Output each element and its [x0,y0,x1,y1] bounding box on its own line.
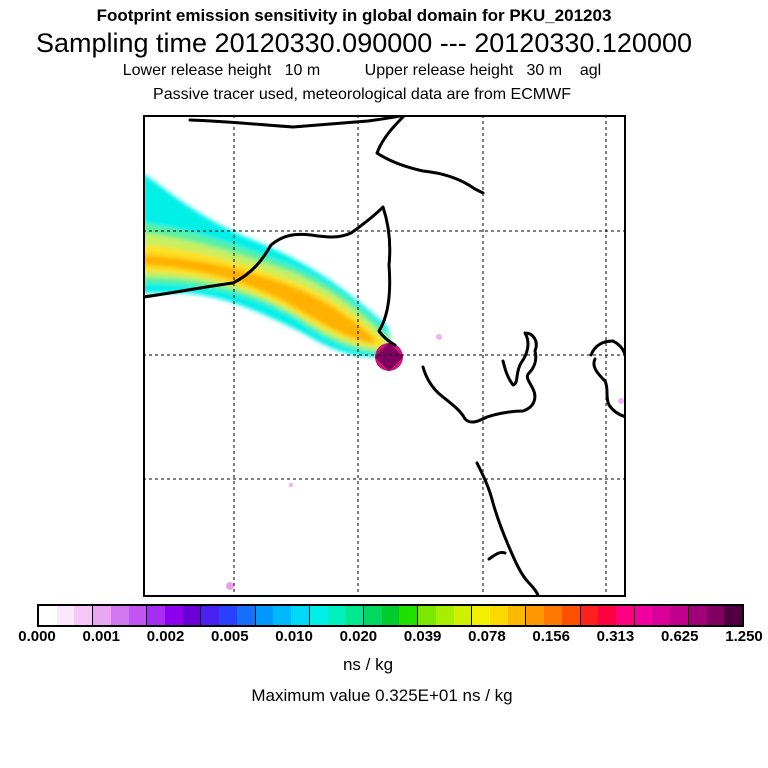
speckle-1 [436,334,442,340]
colorbar-segment [327,606,346,625]
units-label: ns / kg [342,655,394,674]
colorbar-segment [236,606,256,625]
colorbar-segment [363,606,382,625]
colorbar-segment [345,606,364,625]
colorbar-segment [688,606,707,625]
plume-band-core [143,255,375,343]
release-height: Lower release height 10 m Upper release … [122,62,602,79]
tracer-info: Passive tracer used, meteorological data… [153,86,571,103]
colorbar-segment [381,606,400,625]
colorbar-segment [418,606,436,625]
speckle-3 [226,582,234,590]
colorbar-segment [110,606,129,625]
colorbar-segment [147,606,166,625]
colorbar-ticks: 0.000 0.001 0.002 0.005 0.010 0.020 0.039 0.078… [0,628,768,648]
coast-south [475,461,541,597]
colorbar-segment [507,606,527,625]
colorbar-tick-label: 1.250 [725,628,763,645]
colorbar-segment [616,606,635,625]
speckle-4 [618,398,624,404]
colorbar-segment [598,606,616,625]
colorbar-tick-label: 0.625 [660,628,699,645]
coast-north [188,115,407,129]
colorbar-segment [472,606,490,625]
colorbar-tick-label: 0.078 [468,628,506,645]
colorbar-segment [580,606,599,625]
colorbar-segment [39,606,57,625]
colorbar-segment [182,606,202,625]
coast-bay-north [375,115,485,195]
colorbar-segment [201,606,220,625]
colorbar-tick-label: 0.020 [339,628,378,645]
max-value-label: Maximum value 0.325E+01 ns / kg [251,686,513,705]
colorbar-segment [165,606,183,625]
colorbar-segment [291,606,310,625]
colorbar-tick-label: 0.001 [82,628,121,645]
colorbar-segment [128,606,148,625]
colorbar [37,604,744,627]
colorbar-segment [255,606,274,625]
colorbar-segment [724,606,743,625]
colorbar-segment [74,606,94,625]
colorbar-segment [670,606,689,625]
coastlines [143,115,626,597]
grid-lines [143,115,626,597]
colorbar-segment [399,606,419,625]
colorbar-segment [56,606,75,625]
colorbar-tick-label: 0.039 [403,628,442,645]
colorbar-segment [219,606,237,625]
colorbar-tick-label: 0.156 [532,628,570,645]
colorbar-segment [453,606,473,625]
colorbar-segment [634,606,653,625]
colorbar-segment [435,606,454,625]
colorbar-tick-label: 0.010 [275,628,313,645]
map-title: Footprint emission sensitivity in global… [96,6,612,25]
coast-bohai-west [143,205,397,347]
footprint-map [143,115,626,597]
colorbar-segment [273,606,292,625]
coast-south-bay [487,551,507,561]
colorbar-segment [309,606,328,625]
emission-plume [143,173,393,357]
colorbar-tick-label: 0.002 [146,628,185,645]
map-frame [143,115,626,597]
sampling-time: Sampling time 20120330.090000 --- 201203… [35,28,692,58]
colorbar-segment [652,606,671,625]
colorbar-segment [526,606,545,625]
colorbar-segment [561,606,581,625]
colorbar-segment [93,606,111,625]
colorbar-segment [489,606,508,625]
colorbar-tick-label: 0.000 [18,628,56,645]
coast-east [589,339,626,361]
colorbar-tick-label: 0.313 [596,628,635,645]
speckle-2 [289,483,293,487]
coast-liaodong [421,331,538,424]
colorbar-tick-label: 0.005 [211,628,249,645]
colorbar-segment [544,606,562,625]
colorbar-segment [706,606,725,625]
coast-shandong [592,357,626,419]
